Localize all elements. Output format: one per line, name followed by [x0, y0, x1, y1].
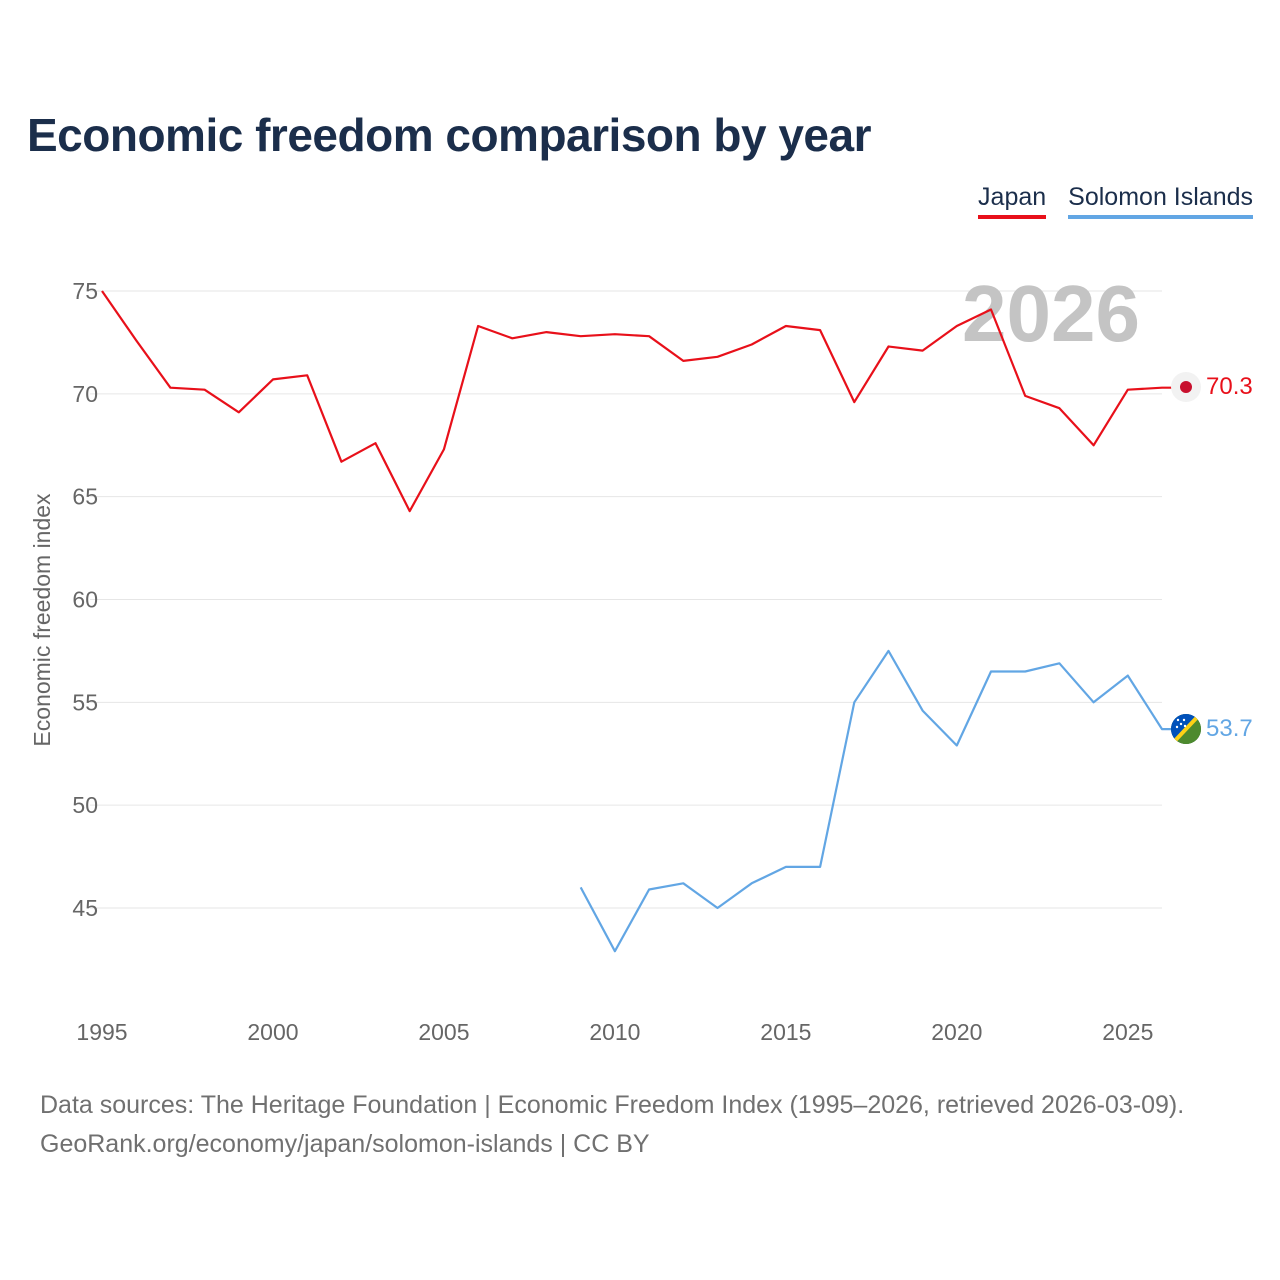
- gridlines: [90, 290, 1162, 909]
- legend-japan[interactable]: Japan: [978, 183, 1047, 219]
- y-tick-label: 50: [72, 792, 98, 818]
- attribution: GeoRank.org/economy/japan/solomon-island…: [40, 1125, 1184, 1164]
- source-link[interactable]: GeoRank.org/economy/japan/solomon-island…: [40, 1130, 553, 1158]
- license: | CC BY: [552, 1130, 650, 1158]
- japan-flag-icon: [1171, 372, 1201, 402]
- line-chart: 45 50 55 60 65 70 75 1995 2000 2005 2010 2015 2020 2…: [29, 269, 1253, 1045]
- solomon-islands-flag-icon: [1171, 714, 1201, 744]
- x-axis-ticks: 1995 2000 2005 2010 2015 2020 2025: [76, 1019, 1153, 1045]
- year-watermark: 2026: [962, 269, 1140, 358]
- y-axis-label: Economic freedom index: [29, 493, 55, 747]
- series-lines: [101, 290, 1172, 953]
- x-tick-label: 2025: [1102, 1019, 1153, 1045]
- data-sources: Data sources: The Heritage Foundation | …: [40, 1091, 1185, 1119]
- series-line-japan: [101, 290, 1172, 513]
- legend: Japan Solomon Islands: [978, 183, 1253, 219]
- y-tick-label: 60: [72, 587, 98, 613]
- legend-solomon-islands[interactable]: Solomon Islands: [1068, 183, 1253, 219]
- x-tick-label: 1995: [76, 1019, 127, 1045]
- x-tick-label: 2010: [589, 1019, 640, 1045]
- japan-last-value: 70.3: [1206, 373, 1253, 400]
- y-tick-label: 45: [72, 895, 98, 921]
- footer: Data sources: The Heritage Foundation | …: [40, 1086, 1184, 1164]
- y-tick-label: 70: [72, 381, 98, 407]
- y-tick-label: 65: [72, 484, 98, 510]
- y-tick-label: 55: [72, 689, 98, 715]
- series-line-solomon-islands: [579, 649, 1172, 953]
- solomon-islands-last-value: 53.7: [1206, 715, 1253, 742]
- x-tick-label: 2020: [931, 1019, 982, 1045]
- y-axis-ticks: 45 50 55 60 65 70 75: [72, 278, 98, 921]
- y-tick-label: 75: [72, 278, 98, 304]
- x-tick-label: 2005: [418, 1019, 469, 1045]
- x-tick-label: 2015: [760, 1019, 811, 1045]
- chart-title: Economic freedom comparison by year: [27, 109, 872, 161]
- x-tick-label: 2000: [247, 1019, 298, 1045]
